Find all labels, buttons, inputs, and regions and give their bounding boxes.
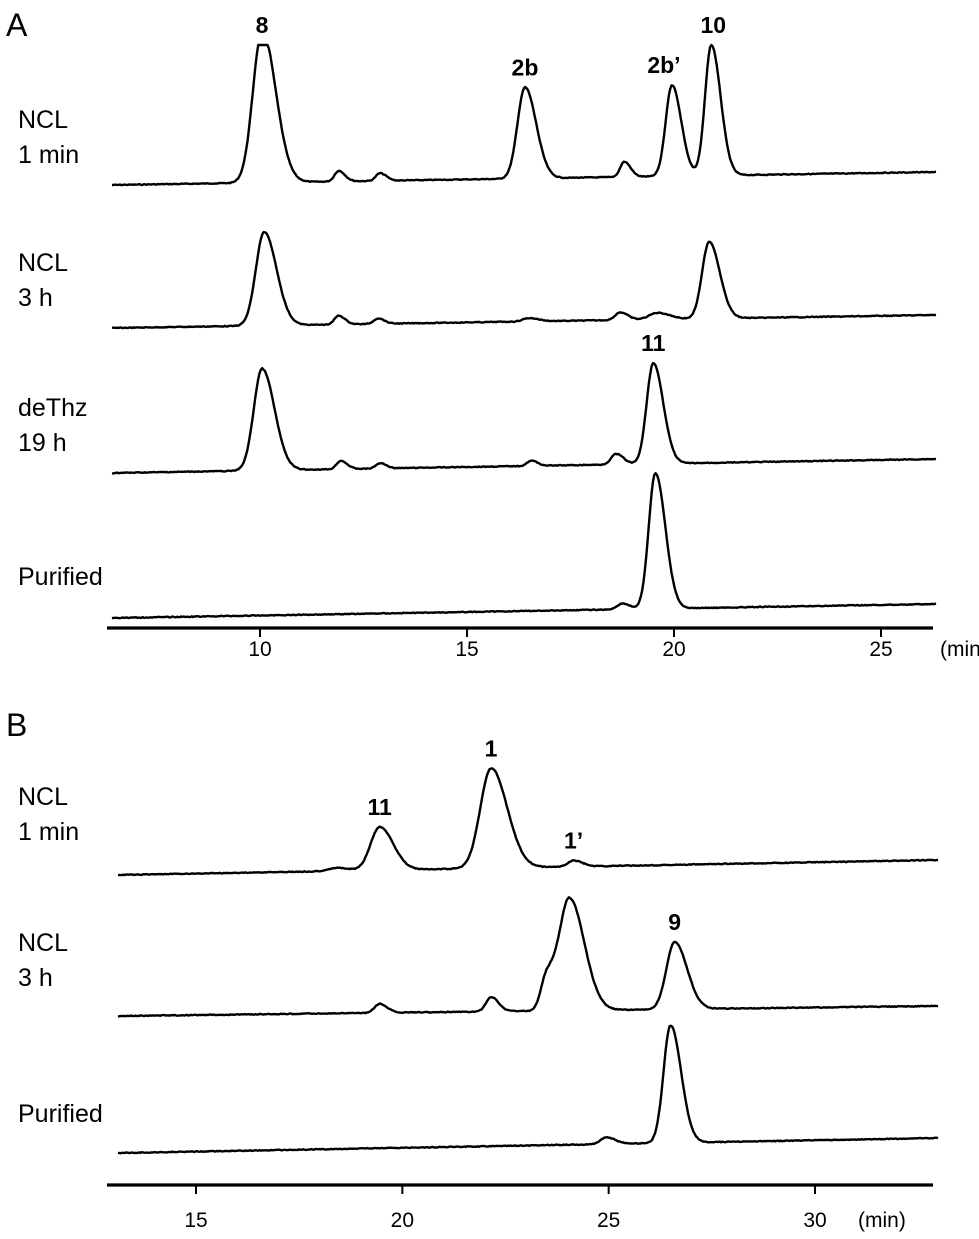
- trace-label: NCL: [18, 106, 68, 134]
- chromatogram-trace-group: Purified: [18, 472, 937, 620]
- x-tick-label: 15: [184, 1209, 207, 1232]
- chromatogram-trace: [112, 43, 937, 187]
- panel-a-label: A: [6, 7, 28, 43]
- chromatogram-trace: [112, 231, 937, 330]
- panel-b-label: B: [6, 707, 27, 743]
- chromatogram-trace-group: deThz 19 h 11: [18, 330, 937, 475]
- chromatogram-trace: [111, 362, 937, 475]
- chromatogram-trace: [111, 472, 937, 620]
- x-tick-label: 30: [803, 1209, 826, 1232]
- chromatogram-trace-group: Purified: [18, 1024, 939, 1155]
- x-tick-label: 10: [248, 638, 271, 661]
- x-tick-label: 25: [597, 1209, 620, 1232]
- peak-label: 8: [256, 12, 269, 38]
- peak-label: 1’: [564, 827, 583, 853]
- peak-label: 1: [485, 735, 498, 761]
- chromatogram-trace: [117, 1024, 939, 1155]
- peak-label: 2b: [512, 54, 539, 80]
- trace-label: deThz: [18, 394, 87, 422]
- chromatogram-trace-group: NCL 3 h: [18, 231, 937, 330]
- peak-label: 10: [700, 12, 726, 38]
- peak-label: 11: [367, 794, 392, 820]
- chromatogram-trace-group: NCL 3 h 9: [18, 896, 939, 1018]
- panel-a: A 10 15 20 25 (min) NCL 1 min 8 2b 2b’ 10 NCL 3 h deT…: [6, 7, 979, 661]
- peak-label: 9: [668, 909, 681, 935]
- trace-label: 1 min: [18, 818, 79, 846]
- peak-label: 2b’: [647, 52, 680, 78]
- x-unit-label: (min): [940, 638, 979, 661]
- trace-label: NCL: [18, 783, 68, 811]
- chromatogram-trace-group: NCL 1 min 8 2b 2b’ 10: [18, 12, 937, 187]
- trace-label: NCL: [18, 249, 68, 277]
- trace-label: Purified: [18, 1100, 103, 1128]
- trace-label: 19 h: [18, 429, 67, 457]
- peak-label: 11: [641, 330, 666, 356]
- trace-label: Purified: [18, 563, 103, 591]
- x-tick-label: 20: [662, 638, 685, 661]
- chromatogram-trace: [117, 767, 939, 877]
- x-tick-label: 25: [869, 638, 892, 661]
- chromatogram-trace: [117, 896, 939, 1018]
- x-tick-label: 20: [391, 1209, 414, 1232]
- trace-label: NCL: [18, 929, 68, 957]
- trace-label: 3 h: [18, 284, 53, 312]
- trace-label: 3 h: [18, 964, 53, 992]
- trace-label: 1 min: [18, 141, 79, 169]
- x-unit-label: (min): [858, 1209, 906, 1232]
- x-tick-label: 15: [455, 638, 478, 661]
